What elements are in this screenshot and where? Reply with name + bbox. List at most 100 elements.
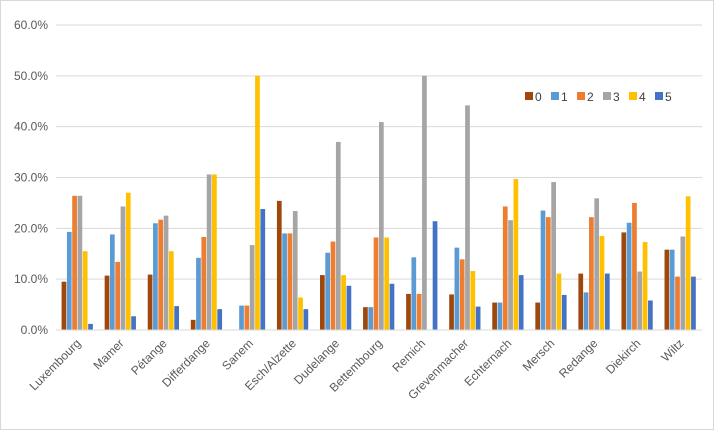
bar-wiltz-series-1 <box>669 249 675 330</box>
bar-mersch-series-0 <box>535 302 541 330</box>
bar-dudelange-series-1 <box>325 252 331 330</box>
bars <box>61 75 696 330</box>
y-tick-label: 50.0% <box>14 69 48 83</box>
bar-p-tange-series-2 <box>158 219 164 330</box>
bar-esch-alzette-series-4 <box>298 297 303 330</box>
bar-redange-series-4 <box>599 235 605 330</box>
bar-esch-alzette-series-3 <box>292 211 298 330</box>
bar-echternach-series-2 <box>502 206 508 330</box>
bar-wiltz-series-4 <box>685 196 691 330</box>
bar-diekirch-series-2 <box>632 202 637 330</box>
y-tick-label: 10.0% <box>14 272 48 286</box>
bar-mamer-series-1 <box>109 234 115 330</box>
bar-mamer-series-4 <box>125 192 131 330</box>
bar-remich-series-3 <box>422 75 427 330</box>
bar-mamer-series-3 <box>120 206 126 330</box>
bar-bettembourg-series-5 <box>389 283 395 330</box>
bar-p-tange-series-3 <box>163 215 169 330</box>
bar-mamer-series-2 <box>115 261 120 330</box>
bar-grevenmacher-series-5 <box>475 306 481 330</box>
bar-differdange-series-1 <box>196 257 201 330</box>
bar-echternach-series-5 <box>518 275 524 330</box>
y-tick-label: 60.0% <box>14 18 48 32</box>
legend-swatch <box>577 92 585 100</box>
bar-dudelange-series-0 <box>319 275 325 330</box>
bar-remich-series-5 <box>432 221 438 330</box>
bar-grevenmacher-series-2 <box>459 259 465 330</box>
legend-label: 3 <box>613 90 620 104</box>
bar-diekirch-series-4 <box>642 242 648 330</box>
bar-p-tange-series-4 <box>168 251 174 330</box>
bar-grevenmacher-series-1 <box>454 247 460 330</box>
bar-diekirch-series-3 <box>637 271 643 330</box>
bar-echternach-series-0 <box>492 302 497 330</box>
bar-redange-series-1 <box>583 292 589 330</box>
legend-label: 0 <box>535 90 542 104</box>
bar-esch-alzette-series-1 <box>282 233 287 330</box>
bar-dudelange-series-3 <box>335 141 341 330</box>
bar-esch-alzette-series-2 <box>287 233 293 330</box>
y-tick-label: 20.0% <box>14 221 48 235</box>
bar-luxembourg-series-5 <box>88 323 93 330</box>
bar-diekirch-series-5 <box>648 300 653 330</box>
y-tick-label: 0.0% <box>21 323 49 337</box>
bar-diekirch-series-1 <box>626 222 632 330</box>
bar-remich-series-1 <box>411 257 417 330</box>
bar-luxembourg-series-4 <box>82 251 88 330</box>
bar-bettembourg-series-1 <box>368 307 374 330</box>
bar-redange-series-0 <box>578 273 584 330</box>
bar-diekirch-series-0 <box>621 232 627 330</box>
bar-sanem-series-1 <box>239 305 244 330</box>
bar-mersch-series-1 <box>540 210 546 330</box>
bar-sanem-series-2 <box>244 305 250 330</box>
bar-dudelange-series-5 <box>346 285 352 330</box>
bar-mersch-series-3 <box>551 182 556 330</box>
bar-luxembourg-series-2 <box>72 195 77 330</box>
y-tick-label: 40.0% <box>14 120 48 134</box>
bar-dudelange-series-4 <box>341 275 346 330</box>
bar-echternach-series-1 <box>497 302 503 330</box>
bar-p-tange-series-0 <box>147 274 153 330</box>
legend-label: 4 <box>639 90 646 104</box>
bar-mamer-series-0 <box>104 275 110 330</box>
bar-echternach-series-3 <box>508 220 513 330</box>
bar-sanem-series-4 <box>255 75 260 330</box>
bar-wiltz-series-3 <box>680 236 686 330</box>
bar-redange-series-2 <box>589 217 594 330</box>
legend-swatch <box>655 92 663 100</box>
bar-mamer-series-5 <box>131 316 136 330</box>
bar-p-tange-series-1 <box>153 223 158 330</box>
bar-differdange-series-2 <box>201 236 207 330</box>
bar-redange-series-5 <box>604 273 610 330</box>
bar-differdange-series-5 <box>217 309 223 330</box>
bar-bettembourg-series-3 <box>379 122 384 330</box>
bar-mersch-series-2 <box>545 217 551 330</box>
bar-differdange-series-0 <box>190 319 196 330</box>
bar-bettembourg-series-0 <box>363 307 368 330</box>
legend-swatch <box>629 92 637 100</box>
bar-wiltz-series-2 <box>675 276 680 330</box>
bar-bettembourg-series-4 <box>384 237 390 330</box>
bar-esch-alzette-series-0 <box>276 200 282 330</box>
bar-grevenmacher-series-3 <box>465 105 470 330</box>
legend-swatch <box>551 92 559 100</box>
legend: 0 1 2 3 4 5 <box>525 90 672 104</box>
bar-grevenmacher-series-0 <box>449 294 454 330</box>
bar-mersch-series-4 <box>556 273 562 330</box>
bar-bettembourg-series-2 <box>373 237 379 330</box>
bar-mersch-series-5 <box>561 294 567 330</box>
bar-wiltz-series-0 <box>664 249 670 330</box>
legend-label: 2 <box>587 90 594 104</box>
bar-grevenmacher-series-4 <box>470 271 476 330</box>
bar-remich-series-2 <box>416 293 422 330</box>
bar-luxembourg-series-3 <box>77 195 83 330</box>
legend-swatch <box>525 92 533 100</box>
bar-remich-series-0 <box>406 293 411 330</box>
bar-echternach-series-4 <box>513 179 519 330</box>
bar-differdange-series-4 <box>212 174 217 330</box>
bar-dudelange-series-2 <box>330 241 336 330</box>
bar-luxembourg-series-1 <box>66 231 72 330</box>
y-tick-label: 30.0% <box>14 171 48 185</box>
